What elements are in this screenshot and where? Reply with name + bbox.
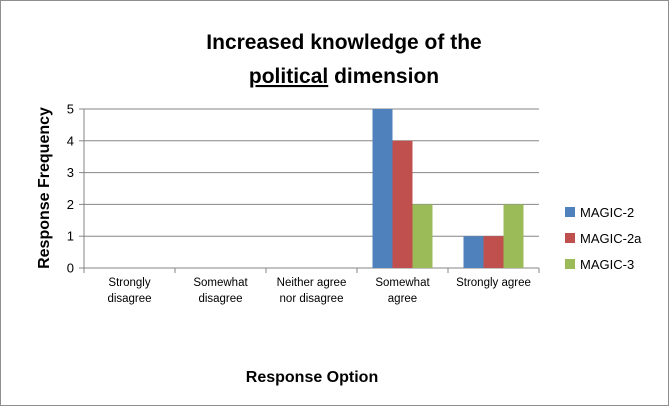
x-category-labels: Strongly disagree Somewhat disagree Neither … <box>107 277 530 305</box>
bar <box>372 109 393 268</box>
x-category-label: Somewhat disagree <box>193 277 248 305</box>
x-category-label: Somewhat agree <box>375 277 430 305</box>
chart-title-line1: Increased knowledge of the <box>206 31 481 54</box>
legend-swatch <box>565 207 575 217</box>
gridlines <box>79 108 540 273</box>
x-category-label: Neither agree nor disagree <box>277 277 347 305</box>
x-category-label-line: Somewhat <box>375 277 430 289</box>
chart-title-rest: dimension <box>328 65 439 88</box>
legend-swatch <box>565 259 575 269</box>
x-category-label-line: nor disagree <box>280 293 344 305</box>
x-axis-title: Response Option <box>246 369 378 386</box>
chart-title-underlined: political <box>249 65 328 88</box>
x-category-label: Strongly disagree <box>107 277 151 305</box>
bar <box>463 236 484 268</box>
x-category-label-line: Neither agree <box>277 277 347 289</box>
bar <box>412 204 433 268</box>
y-tick-label: 3 <box>67 165 74 180</box>
x-category-label: Strongly agree <box>456 277 531 289</box>
x-category-label-line: Somewhat <box>193 277 248 289</box>
x-category-label-line: Strongly agree <box>456 277 531 289</box>
bars <box>372 109 524 268</box>
y-tick-label: 5 <box>67 102 74 117</box>
y-tick-label: 2 <box>67 197 74 212</box>
legend-label: MAGIC-2a <box>580 231 642 246</box>
y-tick-label: 1 <box>67 229 74 244</box>
y-tick-labels: 0 1 2 3 4 5 <box>67 102 74 276</box>
x-category-label-line: Strongly <box>108 277 150 289</box>
y-tick-label: 4 <box>67 133 74 148</box>
legend-label: MAGIC-3 <box>580 257 634 272</box>
y-tick-label: 0 <box>67 261 74 276</box>
x-category-label-line: disagree <box>107 293 151 305</box>
bar <box>392 140 413 268</box>
x-category-label-line: disagree <box>198 293 242 305</box>
x-category-label-line: agree <box>388 293 417 305</box>
legend: MAGIC-2 MAGIC-2a MAGIC-3 <box>565 205 642 272</box>
chart-title-line2: political dimension <box>249 65 439 88</box>
legend-label: MAGIC-2 <box>580 205 634 220</box>
y-axis-title: Response Frequency <box>36 107 53 269</box>
bar <box>483 236 504 268</box>
bar <box>503 204 524 268</box>
legend-swatch <box>565 233 575 243</box>
